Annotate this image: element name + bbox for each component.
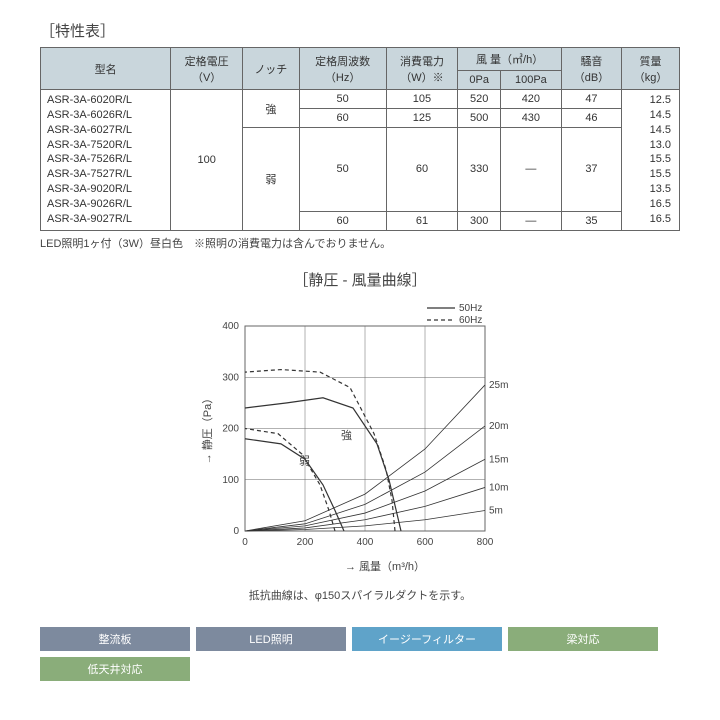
feature-badge: 整流板 bbox=[40, 627, 190, 651]
power-cell: 60 bbox=[386, 128, 458, 212]
af0-cell: 500 bbox=[458, 109, 501, 128]
feature-badge: 梁対応 bbox=[508, 627, 658, 651]
svg-text:600: 600 bbox=[417, 537, 434, 548]
power-cell: 125 bbox=[386, 109, 458, 128]
svg-text:強: 強 bbox=[341, 428, 352, 441]
af100-cell: 420 bbox=[500, 90, 561, 109]
noise-cell: 47 bbox=[561, 90, 621, 109]
af0-cell: 330 bbox=[458, 128, 501, 212]
th-airflow: 風 量（㎥/h） bbox=[458, 48, 561, 71]
chart-caption: 抵抗曲線は、φ150スパイラルダクトを示す。 bbox=[40, 587, 680, 603]
th-model: 型名 bbox=[41, 48, 171, 90]
power-cell: 105 bbox=[386, 90, 458, 109]
svg-text:200: 200 bbox=[222, 423, 239, 434]
svg-text:800: 800 bbox=[477, 537, 494, 548]
svg-text:0: 0 bbox=[233, 526, 239, 537]
spec-table: 型名 定格電圧 （V） ノッチ 定格周波数 （Hz） 消費電力 （W）※ 風 量… bbox=[40, 47, 680, 231]
chart-title: ［静圧 - 風量曲線］ bbox=[40, 269, 680, 290]
svg-text:弱: 弱 bbox=[299, 454, 310, 467]
svg-text:100: 100 bbox=[222, 474, 239, 485]
power-cell: 61 bbox=[386, 211, 458, 230]
feature-badge: LED照明 bbox=[196, 627, 346, 651]
svg-text:15m: 15m bbox=[489, 454, 508, 465]
svg-text:→ 風量（m³/h）: → 風量（m³/h） bbox=[345, 560, 425, 573]
th-mass: 質量 （kg） bbox=[622, 48, 680, 90]
th-voltage: 定格電圧 （V） bbox=[171, 48, 243, 90]
notch-cell: 弱 bbox=[243, 128, 300, 231]
th-freq: 定格周波数 （Hz） bbox=[299, 48, 386, 90]
svg-text:25m: 25m bbox=[489, 380, 508, 391]
pressure-flow-chart: 0 200 400 600 800 0 100 200 300 400 5m 10m 15m 20m 25m… bbox=[190, 296, 530, 576]
svg-text:400: 400 bbox=[222, 321, 239, 332]
freq-cell: 60 bbox=[299, 211, 386, 230]
feature-badge: イージーフィルター bbox=[352, 627, 502, 651]
af100-cell: — bbox=[500, 211, 561, 230]
models-cell: ASR-3A-6020R/LASR-3A-6026R/LASR-3A-6027R… bbox=[41, 90, 171, 231]
freq-cell: 60 bbox=[299, 109, 386, 128]
freq-cell: 50 bbox=[299, 90, 386, 109]
th-airflow-0: 0Pa bbox=[458, 71, 501, 90]
noise-cell: 37 bbox=[561, 128, 621, 212]
svg-text:20m: 20m bbox=[489, 421, 508, 432]
th-notch: ノッチ bbox=[243, 48, 300, 90]
af100-cell: — bbox=[500, 128, 561, 212]
svg-text:300: 300 bbox=[222, 372, 239, 383]
af100-cell: 430 bbox=[500, 109, 561, 128]
th-noise: 騒音 （dB） bbox=[561, 48, 621, 90]
voltage-cell: 100 bbox=[171, 90, 243, 231]
notch-cell: 強 bbox=[243, 90, 300, 128]
feature-badges: 整流板LED照明イージーフィルター梁対応低天井対応 bbox=[40, 627, 680, 681]
spec-footnote: LED照明1ヶ付（3W）昼白色 ※照明の消費電力は含んでおりません。 bbox=[40, 235, 680, 251]
svg-text:→ 静圧（Pa）: → 静圧（Pa） bbox=[200, 392, 214, 464]
svg-text:5m: 5m bbox=[489, 505, 503, 516]
svg-text:50Hz: 50Hz bbox=[459, 303, 482, 314]
af0-cell: 300 bbox=[458, 211, 501, 230]
svg-text:10m: 10m bbox=[489, 482, 508, 493]
freq-cell: 50 bbox=[299, 128, 386, 212]
noise-cell: 46 bbox=[561, 109, 621, 128]
af0-cell: 520 bbox=[458, 90, 501, 109]
spec-title: ［特性表］ bbox=[40, 20, 680, 41]
svg-text:400: 400 bbox=[357, 537, 374, 548]
svg-text:60Hz: 60Hz bbox=[459, 315, 482, 326]
svg-text:0: 0 bbox=[242, 537, 248, 548]
feature-badge: 低天井対応 bbox=[40, 657, 190, 681]
th-airflow-100: 100Pa bbox=[500, 71, 561, 90]
svg-text:200: 200 bbox=[297, 537, 314, 548]
noise-cell: 35 bbox=[561, 211, 621, 230]
th-power: 消費電力 （W）※ bbox=[386, 48, 458, 90]
mass-cell: 12.514.514.513.015.515.513.516.516.5 bbox=[622, 90, 680, 231]
